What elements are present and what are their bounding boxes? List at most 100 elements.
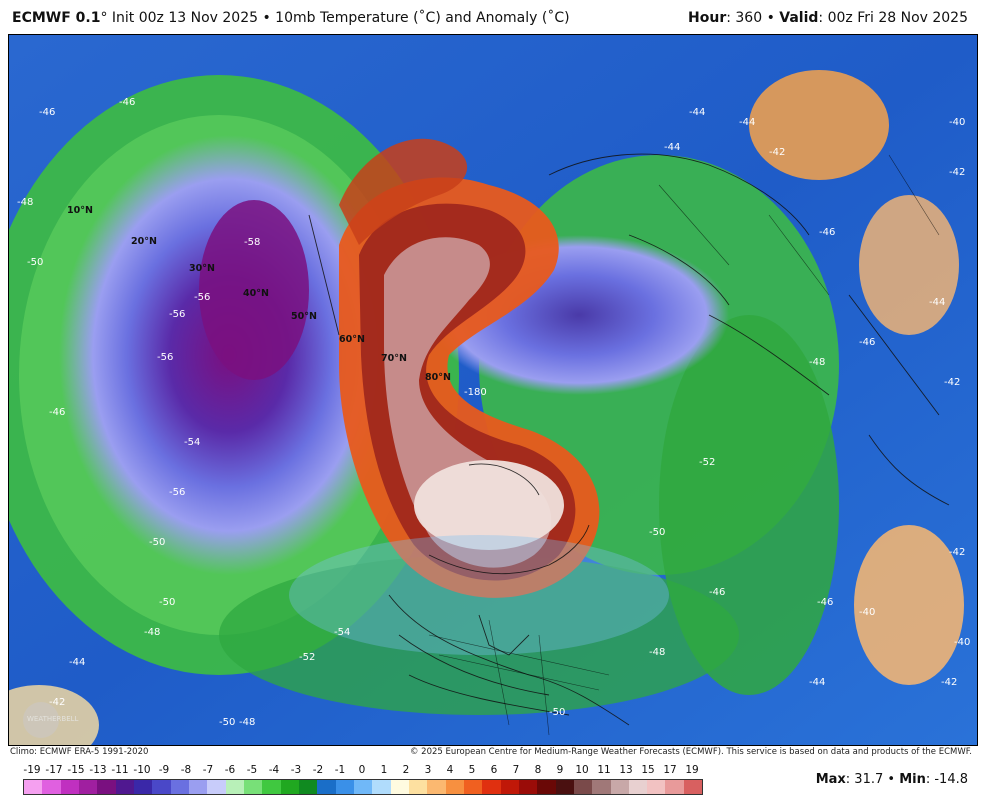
legend-tick-label: -5 xyxy=(246,764,258,776)
cold-anomaly-core-west xyxy=(199,200,309,380)
contour-label: -40 xyxy=(949,117,965,128)
legend-color-swatch xyxy=(665,780,684,794)
legend-color-swatch xyxy=(555,780,574,794)
logo-text: WEATHERBELL xyxy=(27,715,79,723)
legend-tick-label: 4 xyxy=(446,764,454,776)
ecmwf-copyright: © 2025 European Centre for Medium-Range … xyxy=(409,747,972,757)
legend-tick-label: -11 xyxy=(111,764,129,776)
legend-color-swatch xyxy=(225,780,244,794)
latitude-labels: 10°N 20°N 30°N 40°N 50°N 60°N 70°N 80°N xyxy=(67,205,451,383)
contour-label: -48 xyxy=(144,627,160,638)
legend-color-swatch xyxy=(42,780,61,794)
temperature-anomaly-map: 10°N 20°N 30°N 40°N 50°N 60°N 70°N 80°N … xyxy=(9,35,977,745)
contour-label: -46 xyxy=(859,337,875,348)
legend-tick-label: 9 xyxy=(556,764,564,776)
contour-label: -46 xyxy=(819,227,835,238)
legend-tick-labels: -19 -17 -15 -13 -11 -10 -9 -8 -7 -6 -5 -4 -3 -2 -1 0 1 2 3… xyxy=(20,764,704,778)
legend-color-swatch xyxy=(390,780,409,794)
legend-tick-label: -15 xyxy=(67,764,85,776)
contour-label: -56 xyxy=(157,352,173,363)
warm-patch-southeast xyxy=(854,525,964,685)
latitude-label: 50°N xyxy=(291,311,317,322)
legend-color-swatch xyxy=(628,780,648,794)
legend-color-swatch xyxy=(280,780,299,794)
legend-color-swatch xyxy=(262,780,281,794)
legend-tick-label: 8 xyxy=(534,764,542,776)
legend-color-swatch xyxy=(353,780,373,794)
legend-tick-label: -8 xyxy=(180,764,192,776)
contour-label: -48 xyxy=(17,197,33,208)
contour-label: -46 xyxy=(39,107,55,118)
model-name: ECMWF 0.1 xyxy=(12,10,101,26)
legend-tick-label: 10 xyxy=(575,764,589,776)
legend-color-swatch xyxy=(133,780,153,794)
legend-color-swatch xyxy=(372,780,391,794)
legend-color-swatch xyxy=(500,780,519,794)
contour-label: -42 xyxy=(949,547,965,558)
max-label: Max xyxy=(815,772,846,787)
map-header: ECMWF 0.1° Init 00z 13 Nov 2025 • 10mb T… xyxy=(0,0,984,34)
contour-label: -44 xyxy=(689,107,705,118)
contour-label: -48 xyxy=(809,357,825,368)
contour-label: -42 xyxy=(944,377,960,388)
legend-color-swatch xyxy=(592,780,611,794)
max-min-readout: Max: 31.7 • Min: -14.8 xyxy=(816,772,968,787)
legend-color-swatch xyxy=(207,780,226,794)
legend-tick-label: 11 xyxy=(597,764,611,776)
contour-label: -54 xyxy=(184,437,200,448)
legend-color-swatch xyxy=(573,780,593,794)
legend-color-swatch xyxy=(170,780,189,794)
legend-tick-label: -4 xyxy=(268,764,280,776)
valid-label: Valid xyxy=(779,10,819,26)
legend-tick-label: 6 xyxy=(490,764,498,776)
legend-color-swatch xyxy=(647,780,666,794)
init-text: Init 00z 13 Nov 2025 • 10mb Temperature … xyxy=(107,10,570,26)
valid-value: : 00z Fri 28 Nov 2025 xyxy=(818,10,968,26)
contour-label: -58 xyxy=(244,237,260,248)
contour-labels: -56 -56 -56 -58 -54 -56 -50 -48 -46 -46 … xyxy=(17,97,970,728)
legend-tick-label: -2 xyxy=(312,764,324,776)
hour-value: : 360 • xyxy=(726,10,780,26)
legend-tick-label: -6 xyxy=(224,764,236,776)
contour-label: -50 xyxy=(549,707,565,718)
contour-label: -54 xyxy=(334,627,350,638)
legend-color-swatch xyxy=(60,780,79,794)
warm-patch-southwest xyxy=(9,685,99,745)
light-blue-fringe xyxy=(289,535,669,655)
contour-label: -50 xyxy=(649,527,665,538)
legend-tick-label: -10 xyxy=(133,764,151,776)
legend-color-swatch xyxy=(610,780,629,794)
legend-color-swatch xyxy=(97,780,116,794)
country-borders xyxy=(428,154,940,736)
credits-bar: Climo: ECMWF ERA-5 1991-2020 © 2025 Euro… xyxy=(8,745,976,759)
max-value: : 31.7 • xyxy=(845,772,900,787)
legend-tick-label: 19 xyxy=(685,764,699,776)
warm-patch-east xyxy=(859,195,959,335)
legend-color-bar xyxy=(23,779,703,795)
legend-color-swatch xyxy=(683,780,703,794)
weatherbell-logo: WEATHERBELL xyxy=(23,702,79,738)
latitude-label: 40°N xyxy=(243,288,269,299)
legend-tick-label: 0 xyxy=(358,764,366,776)
legend-tick-label: -19 xyxy=(23,764,41,776)
contour-label: -50 xyxy=(149,537,165,548)
contour-label: -52 xyxy=(299,652,315,663)
legend-color-swatch xyxy=(335,780,354,794)
contour-label: -42 xyxy=(949,167,965,178)
legend-tick-label: 13 xyxy=(619,764,633,776)
contour-label: -42 xyxy=(769,147,785,158)
legend-color-swatch xyxy=(243,780,263,794)
legend-tick-label: 2 xyxy=(402,764,410,776)
contour-label: -44 xyxy=(664,142,680,153)
contour-label: -46 xyxy=(49,407,65,418)
contour-label: -42 xyxy=(49,697,65,708)
legend-color-swatch xyxy=(298,780,318,794)
legend-tick-label: 3 xyxy=(424,764,432,776)
contour-label: -52 xyxy=(699,457,715,468)
climo-credit: Climo: ECMWF ERA-5 1991-2020 xyxy=(10,747,149,757)
contour-label: -56 xyxy=(169,309,185,320)
legend-tick-label: -1 xyxy=(334,764,346,776)
legend-color-swatch xyxy=(78,780,98,794)
legend-color-swatch xyxy=(427,780,446,794)
contour-label: -180 xyxy=(464,387,487,398)
